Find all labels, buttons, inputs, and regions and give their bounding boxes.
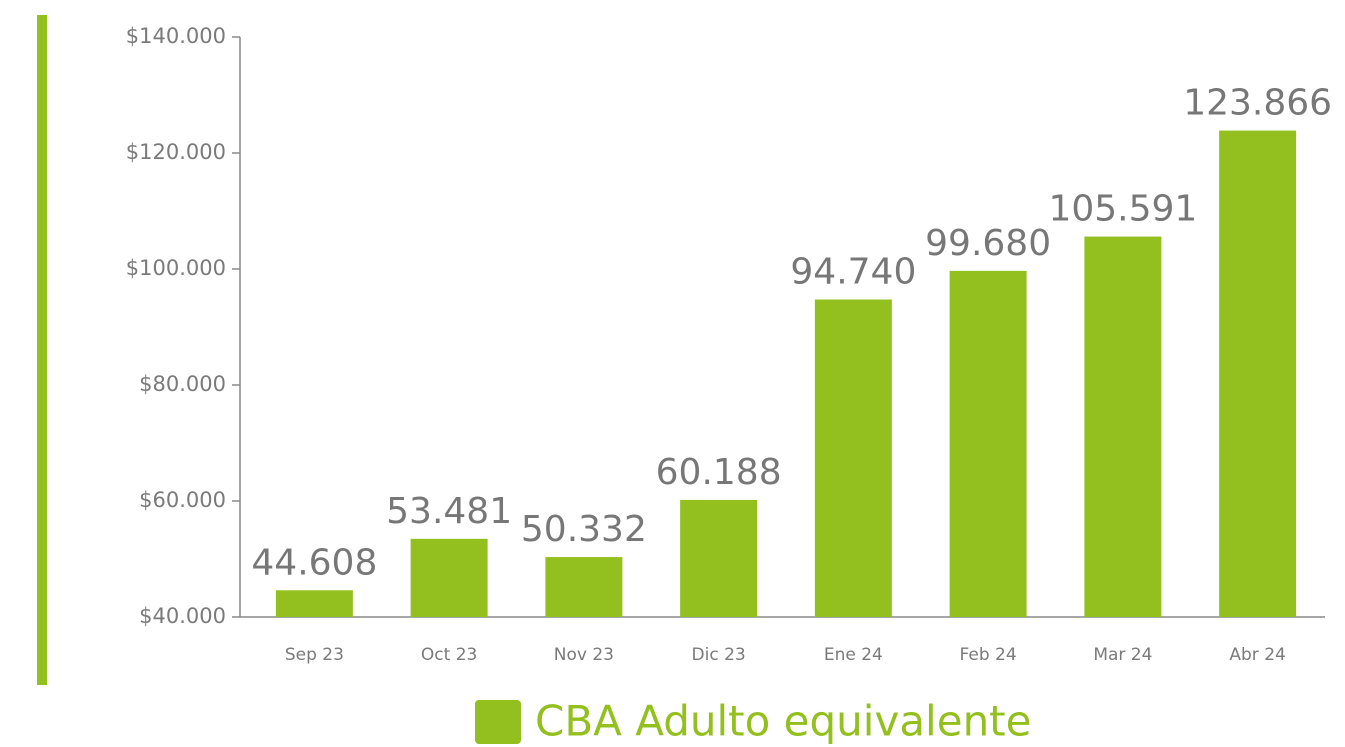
x-tick-label: Mar 24 [1093,645,1152,665]
bar [545,557,623,617]
y-tick-label: $40.000 [139,604,226,628]
y-tick-label: $80.000 [139,372,226,396]
value-label: 60.188 [656,452,782,493]
bar [275,590,353,617]
y-tick-label: $100.000 [126,256,226,280]
y-tick-label: $60.000 [139,488,226,512]
value-label: 53.481 [386,491,512,532]
value-label: 99.680 [925,223,1051,264]
x-tick-label: Feb 24 [960,645,1017,665]
x-tick-label: Oct 23 [421,645,477,665]
value-label: 50.332 [521,509,647,550]
accent-bar [37,15,47,685]
value-label: 44.608 [251,542,377,583]
value-label: 105.591 [1048,189,1197,230]
legend-label: CBA Adulto equivalente [535,697,1032,746]
value-label: 94.740 [790,252,916,293]
x-tick-label: Abr 24 [1229,645,1285,665]
x-tick-label: Sep 23 [285,645,344,665]
x-tick-label: Dic 23 [692,645,746,665]
bar [410,538,488,617]
legend-swatch [475,700,521,744]
bar [814,299,892,617]
x-tick-label: Ene 24 [824,645,883,665]
bar [1084,236,1162,617]
bar [680,499,758,617]
bar [1219,130,1297,617]
y-tick-label: $140.000 [126,24,226,48]
y-tick-label: $120.000 [126,140,226,164]
bar [949,270,1027,617]
value-label: 123.866 [1183,83,1332,124]
x-tick-label: Nov 23 [554,645,614,665]
